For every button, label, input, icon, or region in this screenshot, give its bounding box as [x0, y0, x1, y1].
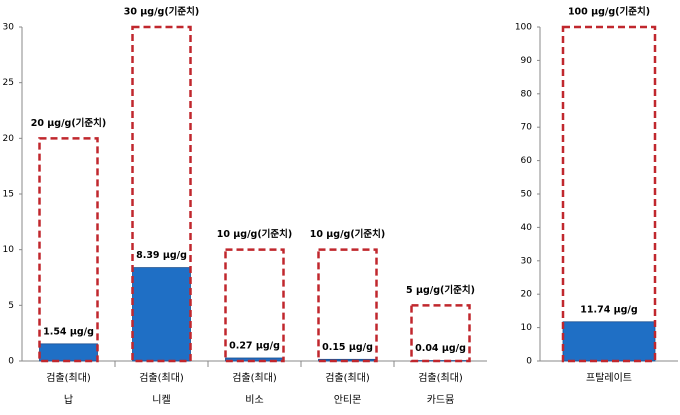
y-tick-label: 5 [8, 301, 14, 311]
y-tick-label: 50 [521, 190, 533, 200]
value-label: 0.04 μg/g [415, 343, 466, 354]
y-tick-label: 80 [521, 89, 533, 99]
x-subcategory-label: 검출(최대) [46, 372, 91, 384]
value-label: 20 μg/g(기준치) [31, 117, 107, 129]
value-label: 10 μg/g(기준치) [310, 228, 386, 240]
x-tick-label: 니켈 [152, 394, 170, 406]
y-tick-label: 60 [521, 156, 533, 166]
x-tick-label: 카드뮴 [427, 394, 455, 406]
bar [563, 322, 655, 361]
x-tick-label: 비소 [245, 394, 263, 406]
value-label: 0.27 μg/g [229, 340, 280, 351]
y-tick-label: 25 [3, 78, 14, 88]
y-tick-label: 15 [3, 190, 14, 200]
x-tick-label: 프탈레이트 [586, 371, 632, 384]
value-label: 8.39 μg/g [136, 250, 187, 261]
x-subcategory-label: 검출(최대) [418, 372, 463, 384]
y-tick-label: 90 [521, 56, 533, 66]
x-tick-label: 안티몬 [334, 394, 362, 406]
value-label: 0.15 μg/g [322, 342, 373, 353]
value-label: 5 μg/g(기준치) [406, 284, 475, 296]
x-tick-label: 납 [64, 394, 73, 406]
y-tick-label: 30 [3, 23, 15, 33]
y-tick-label: 10 [3, 245, 15, 255]
x-subcategory-label: 검출(최대) [232, 372, 277, 384]
y-tick-label: 30 [521, 256, 533, 266]
y-tick-label: 0 [8, 357, 14, 367]
y-tick-label: 70 [521, 123, 533, 133]
value-label: 10 μg/g(기준치) [217, 228, 293, 240]
y-tick-label: 20 [521, 290, 533, 300]
y-tick-label: 100 [515, 23, 532, 33]
y-tick-label: 20 [3, 134, 15, 144]
value-label: 30 μg/g(기준치) [124, 6, 200, 18]
bar [133, 268, 191, 361]
x-subcategory-label: 검출(최대) [139, 372, 184, 384]
y-tick-label: 40 [521, 223, 533, 233]
y-tick-label: 10 [521, 323, 533, 333]
value-label: 11.74 μg/g [580, 304, 637, 315]
x-subcategory-label: 검출(최대) [325, 372, 370, 384]
value-label: 100 μg/g(기준치) [568, 6, 650, 18]
y-tick-label: 0 [526, 357, 532, 367]
bar [40, 344, 98, 361]
value-label: 1.54 μg/g [43, 326, 94, 337]
